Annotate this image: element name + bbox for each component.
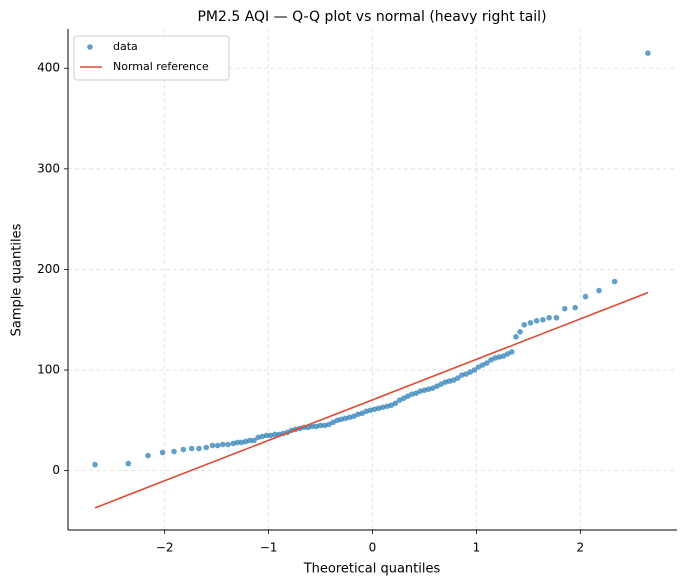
y-tick-label: 300	[37, 161, 60, 175]
legend-label: data	[113, 40, 138, 53]
data-point	[463, 371, 469, 377]
data-point	[561, 305, 568, 312]
data-point	[234, 439, 241, 446]
data-point	[546, 314, 552, 321]
data-point	[471, 367, 478, 373]
data-point	[400, 395, 407, 402]
data-point	[159, 449, 166, 456]
data-point	[188, 445, 195, 452]
data-point	[92, 461, 98, 468]
data-point	[309, 423, 316, 430]
data-point	[513, 334, 519, 340]
y-tick-label: 100	[37, 363, 60, 377]
chart-title: PM2.5 AQI — Q-Q plot vs normal (heavy ri…	[197, 9, 546, 25]
data-point	[196, 445, 202, 452]
data-point	[209, 442, 216, 449]
data-point	[540, 316, 546, 323]
data-point	[214, 442, 221, 449]
reference-line	[94, 291, 649, 509]
data-point	[171, 448, 177, 455]
x-tick-label: −1	[260, 541, 278, 555]
data-point	[317, 422, 324, 429]
data-point	[263, 432, 270, 439]
data-point	[517, 329, 523, 335]
y-tick-label: 200	[37, 262, 60, 276]
data-point	[438, 381, 444, 387]
data-point	[413, 390, 419, 396]
data-point	[350, 413, 357, 420]
legend-label: Normal reference	[113, 60, 209, 73]
data-point	[533, 317, 540, 324]
legend: data Normal reference	[73, 35, 230, 81]
legend-box	[73, 35, 230, 81]
data-point	[454, 375, 461, 381]
data-point	[326, 421, 332, 428]
data-point	[553, 314, 560, 321]
data-point	[475, 364, 482, 370]
data-point	[220, 441, 226, 448]
data-point	[527, 319, 534, 326]
data-point	[247, 437, 253, 444]
data-point	[582, 293, 589, 300]
data-point	[479, 362, 486, 368]
data-point	[392, 400, 399, 407]
data-point	[467, 369, 473, 375]
data-point	[405, 393, 411, 399]
data-point	[504, 351, 511, 357]
data-point	[203, 444, 210, 451]
legend-marker	[87, 44, 93, 50]
x-tick-label: 0	[369, 541, 377, 555]
x-axis-label: Theoretical quantiles	[303, 562, 441, 577]
data-point	[330, 419, 336, 426]
data-point	[508, 349, 515, 355]
y-axis-label: Sample quantiles	[10, 223, 25, 336]
data-point	[359, 410, 365, 417]
data-point	[521, 321, 528, 328]
x-tick-label: −2	[156, 541, 174, 555]
data-point	[272, 431, 278, 438]
data-point	[388, 402, 395, 409]
data-point	[180, 446, 187, 453]
data-point	[145, 452, 151, 459]
y-tick-label: 0	[52, 463, 60, 477]
data-point	[125, 460, 132, 467]
data-point	[488, 357, 494, 363]
data-point	[450, 377, 457, 383]
y-tick-label: 400	[37, 61, 60, 75]
data-point	[484, 360, 490, 366]
data-point	[225, 441, 231, 448]
data-point	[429, 385, 436, 391]
data-point	[500, 353, 507, 359]
data-point	[596, 287, 602, 294]
x-tick-label: 2	[577, 541, 585, 555]
data-point	[434, 383, 440, 389]
data-point	[251, 437, 257, 444]
data-point	[572, 304, 578, 311]
data-point	[645, 50, 651, 56]
data-point	[396, 397, 403, 404]
x-tick-label: 1	[473, 541, 481, 555]
data-point	[611, 278, 618, 285]
